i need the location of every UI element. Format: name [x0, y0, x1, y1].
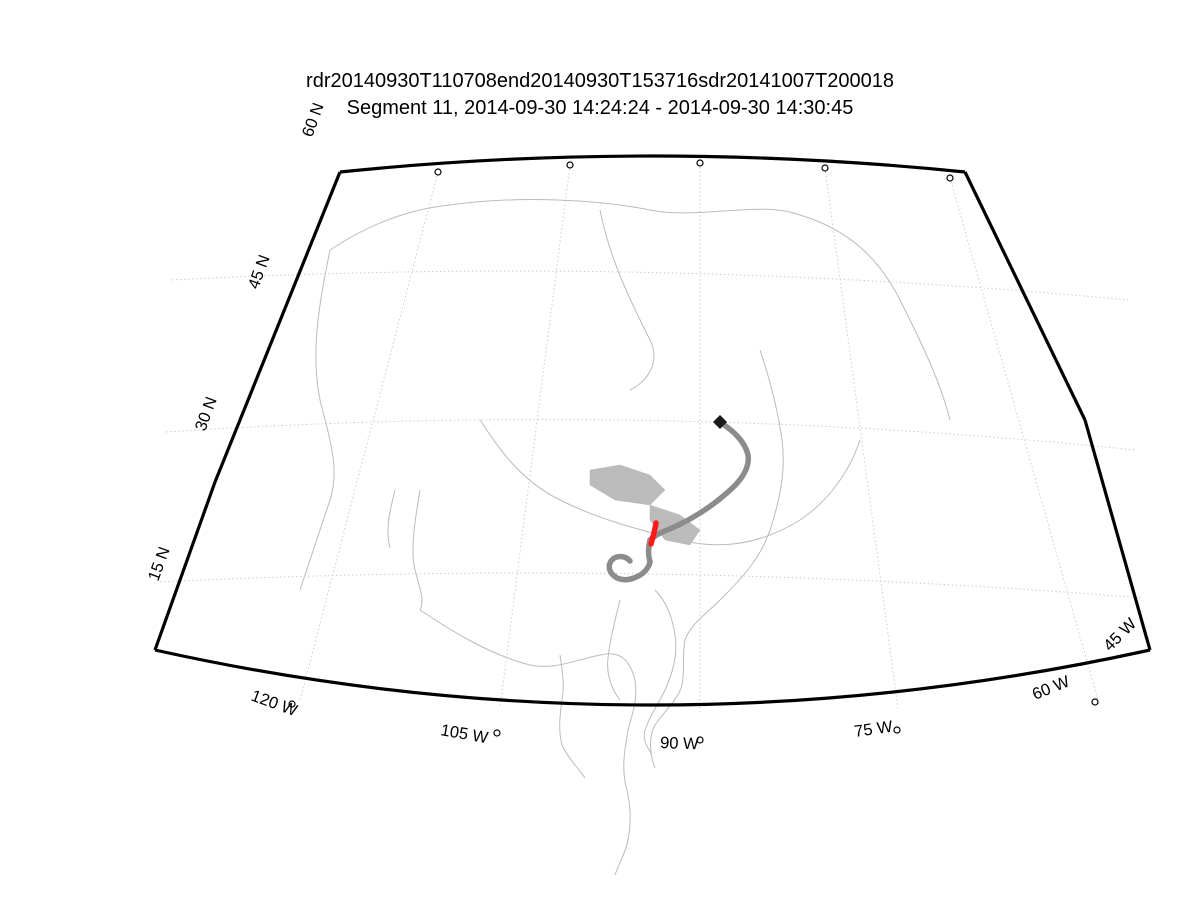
lat-label-30n: 30 N	[192, 394, 221, 433]
map-border-group	[155, 156, 1150, 705]
latitude-labels-group: 60 N 45 N 30 N 15 N	[145, 100, 328, 583]
lon-label-90w: 90 W	[660, 734, 700, 753]
coastline-group	[300, 200, 950, 875]
lat-label-60n: 60 N	[299, 100, 328, 139]
lat-label-15n: 15 N	[145, 544, 174, 583]
gridline-group	[160, 163, 1142, 712]
lon-label-105w: 105 W	[439, 721, 490, 747]
tick-dots-group	[289, 160, 1098, 743]
lon-label-120w: 120 W	[249, 687, 300, 720]
lon-label-60w: 60 W	[1030, 672, 1073, 703]
map-svg: 60 N 45 N 30 N 15 N 120 W 105 W 90 W 75 …	[0, 0, 1200, 900]
lon-label-45w: 45 W	[1100, 615, 1140, 655]
lat-label-45n: 45 N	[245, 252, 274, 291]
lon-label-75w: 75 W	[853, 718, 894, 741]
longitude-labels-group: 120 W 105 W 90 W 75 W 60 W 45 W	[249, 615, 1141, 754]
